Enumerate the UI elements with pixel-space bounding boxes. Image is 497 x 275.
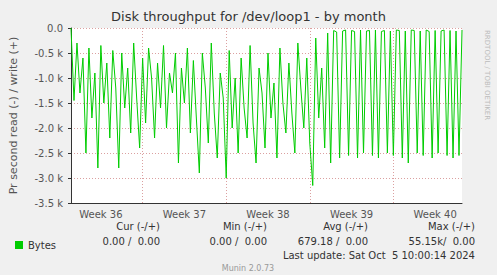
svg-text:Pr second read (-) / write (+): Pr second read (-) / write (+): [7, 37, 20, 195]
svg-text:Max (-/+): Max (-/+): [428, 221, 475, 232]
svg-text:Disk throughput for /dev/loop1: Disk throughput for /dev/loop1 - by mont…: [111, 9, 386, 24]
svg-text:Week 37: Week 37: [163, 209, 206, 220]
svg-text:RRDTOOL / TOBI OETIKER: RRDTOOL / TOBI OETIKER: [483, 30, 491, 120]
svg-text:0.0: 0.0: [47, 23, 63, 34]
svg-text:Avg (-/+): Avg (-/+): [323, 221, 368, 232]
svg-text:-2.0 k: -2.0 k: [35, 123, 64, 134]
svg-text:-1.5 k: -1.5 k: [35, 98, 64, 109]
svg-text:Week 38: Week 38: [246, 209, 289, 220]
svg-text:Week 36: Week 36: [79, 209, 122, 220]
svg-text:-0.5 k: -0.5 k: [35, 48, 64, 59]
svg-text:0.00 / 0.00: 0.00 / 0.00: [103, 236, 160, 247]
svg-text:Munin 2.0.73: Munin 2.0.73: [222, 264, 274, 273]
svg-text:Week 39: Week 39: [330, 209, 373, 220]
svg-text:-2.5 k: -2.5 k: [35, 148, 64, 159]
svg-text:-3.0 k: -3.0 k: [35, 173, 64, 184]
svg-text:679.18 / 0.00: 679.18 / 0.00: [298, 236, 368, 247]
svg-text:-1.0 k: -1.0 k: [35, 73, 64, 84]
svg-text:Week 40: Week 40: [413, 209, 456, 220]
svg-text:Min (-/+): Min (-/+): [223, 221, 267, 232]
svg-text:-3.5 k: -3.5 k: [35, 198, 64, 209]
svg-text:Cur (-/+): Cur (-/+): [116, 221, 160, 232]
svg-text:Bytes: Bytes: [28, 240, 56, 251]
svg-text:55.15k/ 0.00: 55.15k/ 0.00: [409, 236, 475, 247]
svg-text:Last update: Sat Oct 5 10:00:: Last update: Sat Oct 5 10:00:14 2024: [283, 250, 475, 261]
svg-text:0.00 / 0.00: 0.00 / 0.00: [210, 236, 267, 247]
